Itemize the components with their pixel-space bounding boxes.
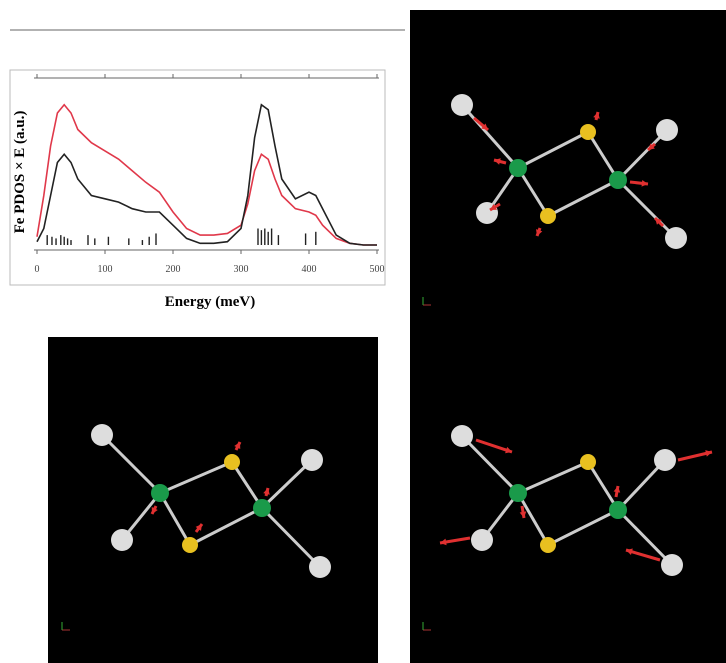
- s-atom: [540, 208, 556, 224]
- chart: Energy (meV) Fe PDOS × E (a.u.) 0 100 200 3…: [0, 0, 726, 663]
- mode-panel-left: [48, 337, 378, 663]
- s-atom: [580, 124, 596, 140]
- h-atom: [471, 529, 493, 551]
- fe-atom: [609, 171, 627, 189]
- x-tick-label: 100: [98, 264, 113, 275]
- h-atom: [661, 554, 683, 576]
- h-atom: [476, 202, 498, 224]
- h-atom: [451, 425, 473, 447]
- figure: Energy (meV) Fe PDOS × E (a.u.) 0 100 200 3…: [0, 0, 726, 663]
- s-atom: [224, 454, 240, 470]
- x-tick-label: 0: [35, 264, 40, 275]
- x-tick-label: 500: [370, 264, 385, 275]
- x-tick-label: 200: [166, 264, 181, 275]
- fe-atom: [509, 484, 527, 502]
- fe-atom: [509, 159, 527, 177]
- h-atom: [301, 449, 323, 471]
- x-tick-label: 400: [302, 264, 317, 275]
- y-axis-title: Fe PDOS × E (a.u.): [12, 111, 28, 234]
- h-atom: [654, 449, 676, 471]
- x-tick-label: 300: [234, 264, 249, 275]
- h-atom: [656, 119, 678, 141]
- fe-atom: [253, 499, 271, 517]
- fe-atom: [609, 501, 627, 519]
- h-atom: [111, 529, 133, 551]
- s-atom: [182, 537, 198, 553]
- x-axis-title: Energy (meV): [165, 294, 255, 310]
- h-atom: [309, 556, 331, 578]
- h-atom: [91, 424, 113, 446]
- fe-atom: [151, 484, 169, 502]
- s-atom: [540, 537, 556, 553]
- h-atom: [451, 94, 473, 116]
- chart-frame: [10, 70, 385, 285]
- h-atom: [665, 227, 687, 249]
- s-atom: [580, 454, 596, 470]
